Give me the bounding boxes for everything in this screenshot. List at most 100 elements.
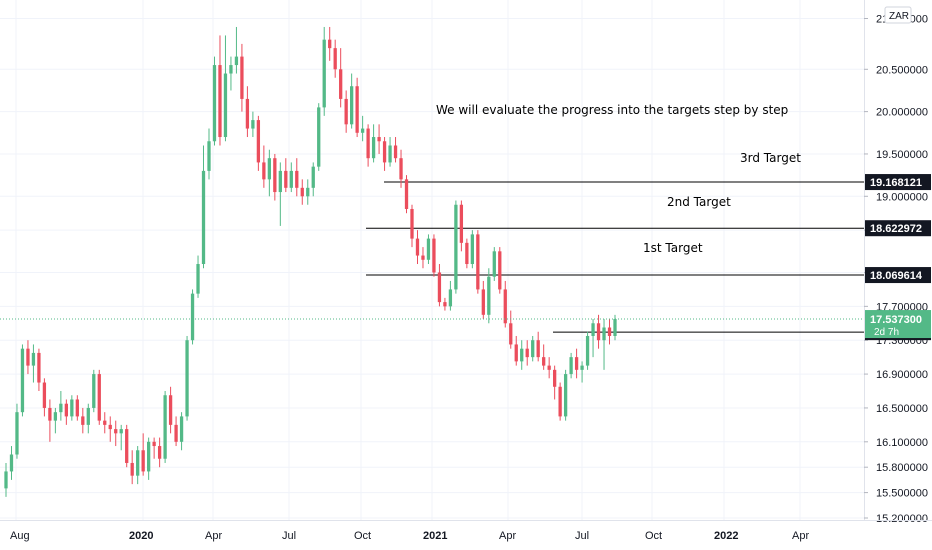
y-tick-label: 15.500000	[876, 488, 928, 500]
candle-body	[245, 98, 250, 129]
level-price-tag	[865, 220, 931, 237]
candle-body	[223, 73, 228, 138]
candle-body	[125, 429, 129, 463]
candle-body	[201, 170, 206, 265]
candle-body	[284, 170, 288, 188]
candle-body	[574, 357, 579, 370]
candle-body	[163, 395, 167, 459]
level-price-tag-label: 19.168121	[870, 177, 922, 189]
candle-body	[300, 187, 304, 197]
candle-body	[531, 340, 535, 358]
candle-body	[251, 120, 255, 129]
candle-body	[42, 382, 47, 408]
level-price-tags: 19.16812118.62297218.06961417.39527617.5…	[865, 174, 931, 341]
candle-body	[355, 86, 359, 133]
target-lines	[366, 181, 864, 333]
y-tick-label: 19.000000	[876, 191, 928, 203]
candle-body	[322, 39, 326, 108]
x-tick-label: Aug	[10, 530, 30, 542]
candle-body	[229, 65, 233, 74]
candle-body	[547, 365, 551, 370]
level-name-2nd: 2nd Target	[667, 195, 731, 209]
candle-body	[212, 65, 217, 142]
grid	[0, 0, 864, 520]
candle-body	[421, 255, 425, 260]
candle-body	[465, 242, 469, 265]
candle-body	[459, 204, 464, 243]
candle-body	[404, 179, 409, 209]
candle-body	[262, 162, 266, 180]
currency-badge-label: ZAR	[889, 11, 909, 22]
candle-body	[234, 56, 239, 66]
level-price-tag	[865, 174, 931, 191]
candle-body	[306, 187, 310, 197]
candle-body	[613, 319, 617, 336]
x-tick-label: 2020	[129, 530, 153, 542]
candle-body	[399, 158, 403, 180]
candle-body	[15, 412, 19, 455]
candle-body	[26, 348, 30, 366]
candle-body	[289, 170, 293, 188]
candle-body	[596, 323, 601, 341]
level-price-tag	[865, 267, 931, 284]
candle-body	[377, 137, 381, 142]
candle-body	[196, 264, 200, 294]
candle-body	[86, 407, 90, 425]
candle-body	[470, 234, 474, 265]
candle-body	[388, 145, 392, 163]
candle-body	[344, 98, 348, 125]
candle-body	[147, 441, 151, 472]
candle-body	[509, 323, 513, 345]
candle-body	[179, 416, 184, 442]
countdown-label: 2d 7h	[874, 327, 899, 338]
level-name-3rd: 3rd Target	[740, 151, 801, 165]
candle-body	[278, 170, 282, 193]
candle-body	[492, 251, 496, 277]
current-price-tag	[865, 310, 931, 339]
y-tick-label: 20.000000	[876, 107, 928, 119]
candle-body	[75, 399, 79, 417]
candle-body	[141, 450, 145, 472]
current-price-label: 17.537300	[870, 314, 922, 326]
candle-body	[448, 289, 453, 307]
candle-body	[563, 374, 568, 417]
candlesticks	[4, 26, 617, 497]
y-tick-label: 16.500000	[876, 403, 928, 415]
candle-body	[443, 302, 447, 307]
x-tick-label: Oct	[354, 530, 371, 542]
candle-body	[273, 158, 277, 193]
candle-body	[31, 352, 36, 366]
candle-body	[92, 374, 96, 408]
y-tick-label: 20.500000	[876, 64, 928, 76]
candle-body	[585, 335, 590, 366]
candle-body	[410, 208, 414, 239]
candle-body	[558, 386, 562, 417]
y-tick-label: 16.100000	[876, 437, 928, 449]
candle-body	[580, 365, 584, 370]
level-price-tag-label: 18.622972	[870, 223, 922, 235]
candle-body	[218, 65, 222, 138]
candle-body	[591, 323, 595, 336]
candle-body	[267, 158, 271, 180]
candle-body	[157, 446, 162, 459]
candle-body	[569, 357, 573, 375]
candle-body	[37, 352, 41, 383]
candle-body	[295, 170, 299, 188]
y-tick-label: 15.200000	[876, 513, 928, 525]
candle-body	[59, 403, 63, 413]
candle-body	[393, 145, 398, 159]
candle-body	[114, 429, 118, 434]
candle-body	[514, 344, 518, 362]
candle-body	[553, 369, 557, 387]
candle-body	[333, 48, 337, 70]
candle-body	[542, 357, 546, 366]
x-tick-label: 2022	[714, 530, 738, 542]
candle-body	[130, 462, 134, 476]
time-axis[interactable]: Aug 2020 Apr Jul Oct 2021 Apr Jul Oct 20…	[10, 530, 809, 542]
candle-body	[350, 86, 354, 125]
candle-body	[64, 403, 68, 417]
annotation-text: We will evaluate the progress into the t…	[436, 103, 788, 117]
candle-body	[103, 420, 107, 425]
candle-body	[525, 348, 529, 358]
